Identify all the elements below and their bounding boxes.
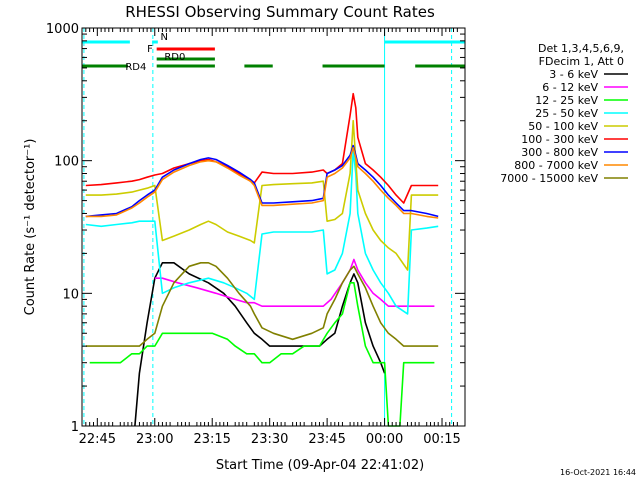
series-line-2 [89, 281, 435, 427]
x-tick-label: 23:45 [308, 432, 345, 447]
y-tick-label: 100 [54, 155, 79, 170]
legend-label: 25 - 50 keV [535, 107, 598, 120]
series-line-8 [85, 261, 439, 347]
series-line-5 [85, 92, 439, 204]
y-axis-label: Count Rate (s⁻¹ detector⁻¹) [23, 139, 38, 316]
x-tick-label: 00:00 [366, 432, 403, 447]
flag-bars: NF RD0 RD4 [82, 32, 465, 73]
x-tick-label: 23:00 [136, 432, 173, 447]
series-line-4 [85, 119, 439, 271]
y-tick-label: 10 [62, 287, 79, 302]
flag-label-f: F [147, 44, 153, 55]
series-lines [85, 92, 439, 427]
legend-label: 800 - 7000 keV [514, 159, 598, 172]
legend-label: 3 - 6 keV [549, 68, 598, 81]
y-tick-label: 1000 [46, 22, 79, 37]
legend: Det 1,3,4,5,6,9,FDecim 1, Att 03 - 6 keV… [500, 42, 628, 185]
legend-label: 100 - 300 keV [521, 133, 598, 146]
legend-label: 6 - 12 keV [542, 81, 598, 94]
series-line-0 [134, 261, 386, 427]
flag-label-rd4: RD4 [125, 62, 146, 73]
x-tick-label: 00:15 [423, 432, 460, 447]
series-line-6 [85, 144, 439, 218]
flag-label-n: N [161, 32, 168, 43]
x-tick-label: 22:45 [79, 432, 116, 447]
vertical-marker-lines [83, 28, 453, 426]
x-tick-label: 23:30 [251, 432, 288, 447]
axis-ticks: 22:45 23:00 23:15 23:30 23:45 00:00 00:15 1 10 10… [46, 22, 465, 447]
x-tick-label: 23:15 [193, 432, 230, 447]
chart-title: RHESSI Observing Summary Count Rates [125, 3, 435, 21]
series-line-3 [85, 149, 439, 315]
legend-label: 300 - 800 keV [521, 146, 598, 159]
footer-date: 16-Oct-2021 16:44 [560, 468, 636, 477]
y-tick-label: 1 [71, 420, 79, 435]
flag-label-rd0: RD0 [164, 52, 185, 63]
series-line-7 [85, 147, 439, 219]
legend-label: 50 - 100 keV [528, 120, 598, 133]
x-axis-label: Start Time (09-Apr-04 22:41:02) [216, 458, 424, 473]
legend-label: 12 - 25 keV [535, 94, 598, 107]
series-line-1 [154, 258, 435, 308]
legend-label: 7000 - 15000 keV [500, 172, 598, 185]
legend-header: FDecim 1, Att 0 [539, 55, 624, 68]
legend-header: Det 1,3,4,5,6,9, [538, 42, 624, 55]
